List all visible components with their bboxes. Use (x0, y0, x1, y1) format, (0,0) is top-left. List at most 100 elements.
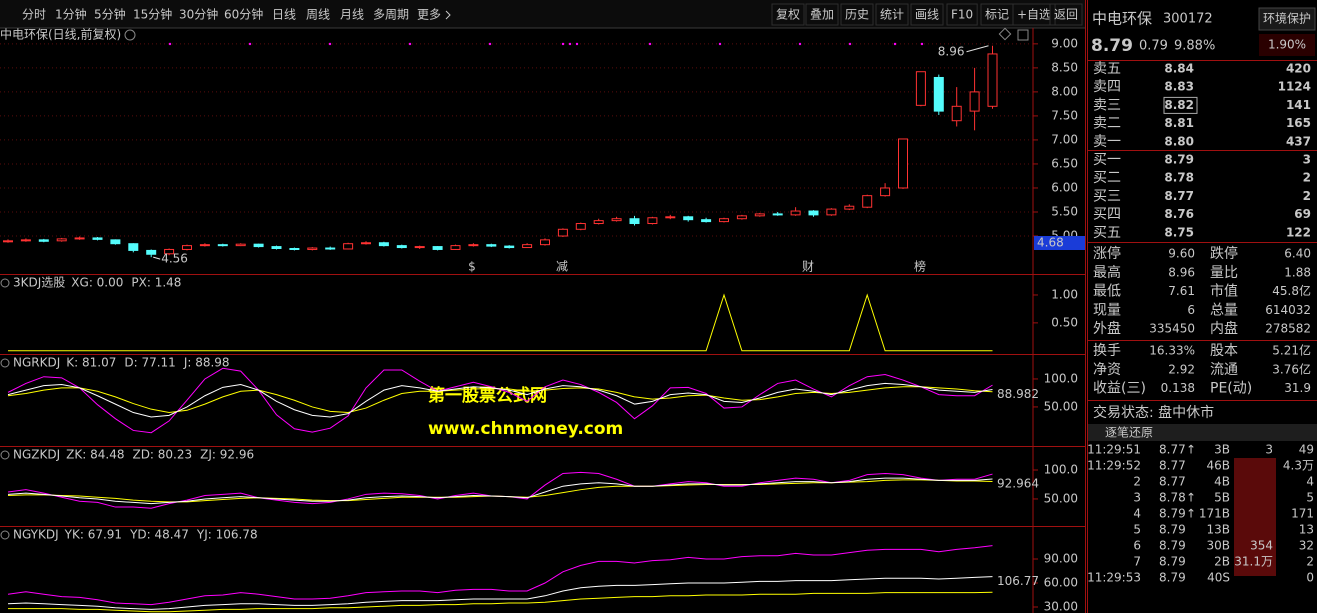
book-price: 8.83 (1164, 80, 1194, 94)
trade-count: 31.1万 (1234, 555, 1273, 569)
tab[interactable]: 分时 (22, 8, 46, 22)
stat-value: 7.61 (1168, 284, 1195, 298)
y-tick-label: 7.50 (1051, 108, 1078, 122)
toolbar-button[interactable]: 复权 (776, 8, 800, 22)
book-label: 买一 (1093, 152, 1121, 168)
last-value-label: 92.964 (997, 476, 1039, 490)
indicator-line (8, 591, 993, 613)
tab[interactable]: 日线 (272, 8, 296, 22)
candle-body (468, 244, 479, 247)
candle-body (951, 105, 962, 122)
y-tick-label: 6.00 (1051, 180, 1078, 194)
signal-dot (561, 42, 565, 46)
tab[interactable]: 5分钟 (94, 7, 126, 22)
price: 8.79 (1091, 36, 1133, 56)
book-label: 买三 (1093, 188, 1121, 204)
stat-value: 31.9 (1284, 381, 1311, 395)
window-icon[interactable] (1017, 29, 1029, 41)
book-volume: 141 (1286, 98, 1311, 112)
candle-body (629, 218, 640, 225)
button-frame (875, 3, 909, 26)
candle-body (540, 239, 550, 246)
book-volume: 122 (1286, 225, 1311, 239)
trade-volume: 4B (1214, 475, 1230, 489)
book-price: 8.75 (1164, 225, 1194, 239)
button-frame (840, 3, 874, 26)
stat-label: 外盘 (1093, 320, 1121, 337)
sector[interactable]: 环境保护 (1263, 11, 1311, 26)
panel-icon[interactable] (0, 530, 10, 540)
candle-body (235, 243, 246, 247)
panel-legend: YK: 67.91 (64, 528, 122, 542)
trade-amount: 5 (1306, 491, 1314, 505)
toolbar-button[interactable]: 画线 (915, 8, 939, 22)
tab[interactable]: 60分钟 (224, 7, 263, 22)
candle-body (701, 219, 712, 223)
toolbar-button[interactable]: 叠加 (810, 8, 834, 22)
panel-title: NGZKDJ (13, 448, 60, 462)
toolbar-button[interactable]: 统计 (880, 8, 904, 22)
stat-value: 5.21亿 (1272, 343, 1311, 358)
candle-body (719, 218, 729, 223)
tab[interactable]: 月线 (340, 8, 364, 22)
trade-time: 11:29:53 (1087, 571, 1141, 585)
candle-body (754, 213, 765, 217)
book-label: 卖五 (1093, 61, 1121, 77)
candle-body (199, 244, 210, 247)
diamond-icon[interactable] (998, 27, 1012, 41)
y-tick-label: 50.00 (1044, 399, 1078, 413)
ticks-title[interactable]: 逐笔还原 (1105, 425, 1153, 440)
y-tick-label: 30.00 (1044, 600, 1078, 613)
tab[interactable]: 周线 (306, 8, 330, 22)
panel-icon[interactable] (0, 278, 10, 288)
trade-volume: 2B (1214, 555, 1230, 569)
event-marker[interactable]: 减 (556, 260, 568, 274)
trade-time: 3 (1133, 491, 1141, 505)
title-icon[interactable] (124, 29, 136, 41)
book-label: 买二 (1093, 170, 1121, 186)
tab[interactable]: 更多 (417, 8, 441, 22)
panel-icon[interactable] (0, 358, 10, 368)
toolbar-button[interactable]: F10 (951, 8, 973, 22)
tab[interactable]: 1分钟 (55, 7, 87, 22)
event-marker[interactable]: 榜 (914, 259, 926, 274)
panel-legend: ZJ: 92.96 (200, 448, 254, 462)
toolbar-button[interactable]: 标记 (985, 8, 1009, 22)
tab[interactable]: 30分钟 (179, 7, 218, 22)
candle-body (486, 244, 497, 247)
signal-dot (328, 42, 332, 46)
low-pointer (153, 256, 161, 260)
panel-legend: YJ: 106.78 (196, 528, 258, 542)
signal-dot (575, 42, 579, 46)
trade-time: 11:29:51 (1087, 443, 1141, 457)
candle-body (74, 237, 85, 240)
candle-body (862, 195, 873, 208)
event-marker[interactable]: $ (468, 260, 476, 274)
tab[interactable]: 15分钟 (133, 7, 172, 22)
signal-dot (718, 42, 722, 46)
button-frame (771, 3, 805, 26)
candle-body (110, 239, 121, 245)
y-tick-label: 9.00 (1051, 36, 1078, 50)
stock-code: 300172 (1163, 12, 1213, 27)
trade-volume: 46B (1206, 459, 1230, 473)
axis-marker: 4.68 (1037, 236, 1064, 250)
toolbar (0, 0, 1085, 28)
toolbar-button[interactable]: +自选 (1017, 8, 1051, 22)
stat-value: 0.138 (1161, 381, 1195, 395)
book-volume: 2 (1303, 189, 1311, 203)
trade-amount: 4 (1306, 475, 1314, 489)
candle-body (38, 239, 49, 242)
event-marker[interactable]: 财 (802, 260, 814, 274)
tab[interactable]: 多周期 (373, 8, 409, 22)
y-tick-label: 1.00 (1051, 287, 1078, 301)
sector-box[interactable] (1258, 7, 1316, 31)
watermark-url: www.chnmoney.com (428, 419, 623, 439)
panel-icon[interactable] (0, 450, 10, 460)
trade-amount: 49 (1299, 443, 1314, 457)
toolbar-button[interactable]: 历史 (845, 8, 869, 22)
toolbar-button[interactable]: 返回 (1054, 8, 1078, 22)
trade-volume: 5B (1214, 491, 1230, 505)
